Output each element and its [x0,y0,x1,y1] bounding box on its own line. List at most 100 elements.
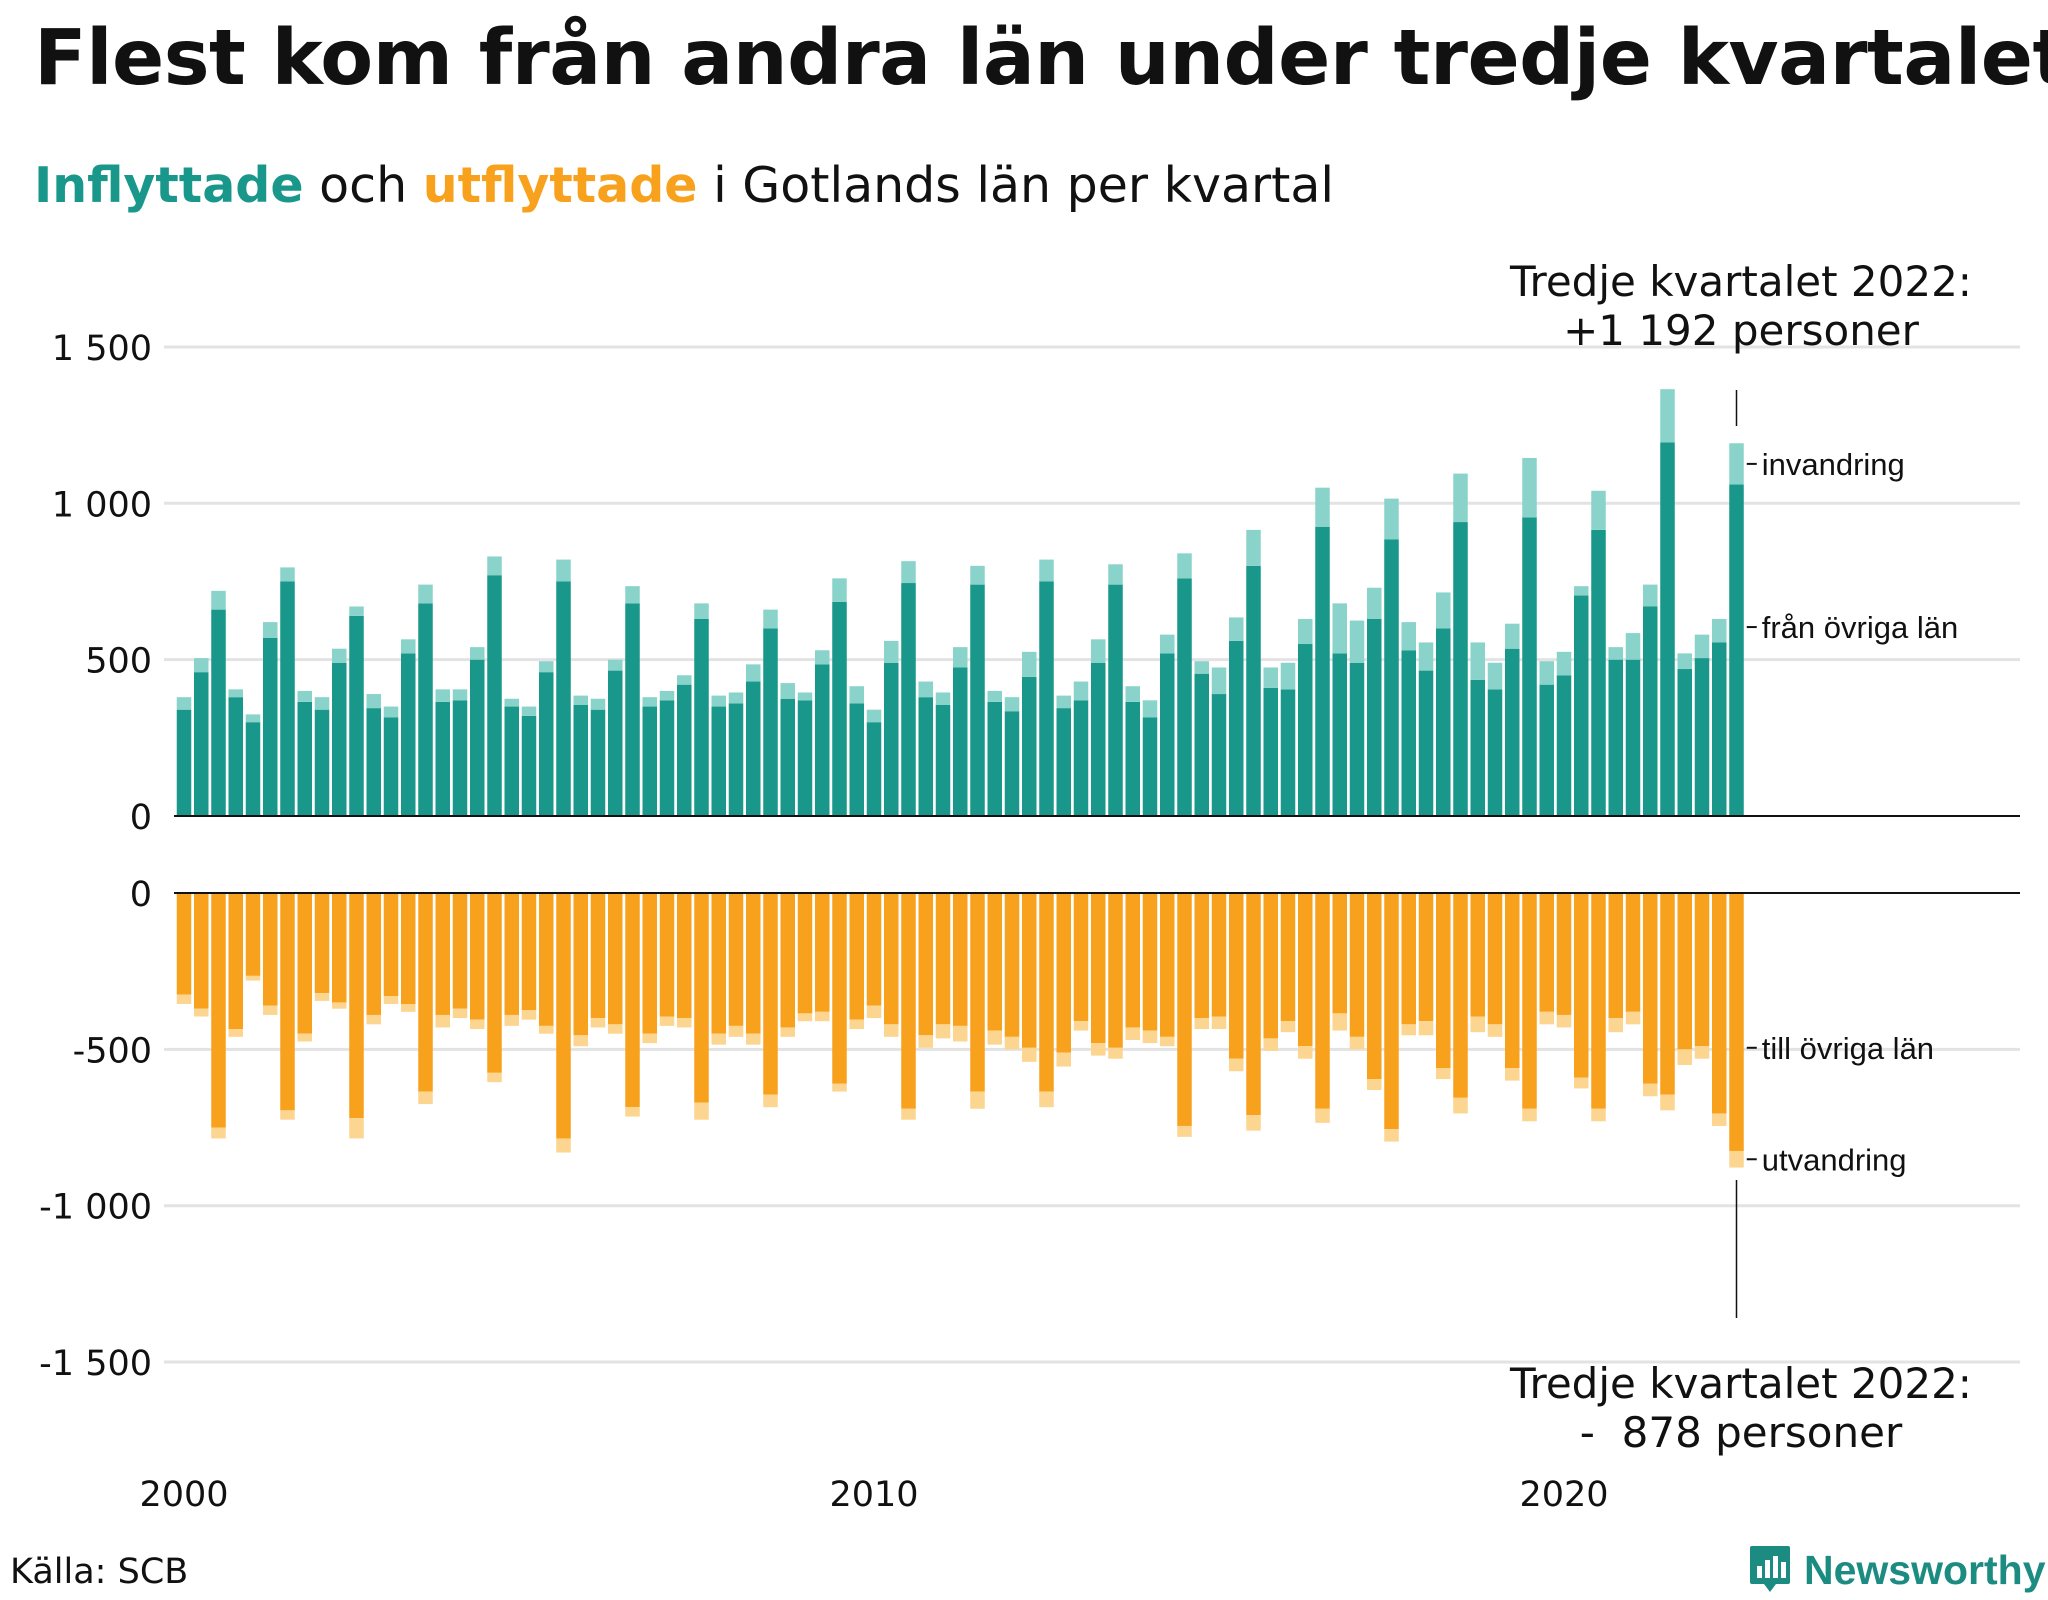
bar-fran-ovriga-lan [176,709,192,816]
y-tick-label-top: 1 000 [52,485,152,525]
bar-fran-ovriga-lan [866,722,882,816]
bar-fran-ovriga-lan [470,659,485,816]
bar-till-ovriga-lan [1332,893,1347,1014]
bar-utvandring [780,1027,795,1037]
bar-invandring [176,697,192,710]
bar-invandring [1073,681,1089,701]
bar-fran-ovriga-lan [1522,517,1537,816]
bar-fran-ovriga-lan [556,581,571,816]
y-tick-label-bottom: -1 500 [39,1344,152,1384]
bar-invandring [1539,661,1554,685]
bar-utvandring [1591,1108,1606,1122]
bar-till-ovriga-lan [383,893,399,997]
bar-invandring [1263,667,1278,688]
bar-invandring [1246,529,1261,566]
bar-invandring [1660,389,1675,443]
bar-invandring [1712,618,1727,643]
bar-till-ovriga-lan [918,893,933,1036]
page-title: Flest kom från andra län under tredje kv… [34,14,2048,103]
bar-till-ovriga-lan [1418,893,1434,1022]
bar-fran-ovriga-lan [1608,659,1623,816]
bar-fran-ovriga-lan [383,717,399,816]
bar-till-ovriga-lan [297,893,312,1034]
bar-utvandring [1177,1125,1192,1137]
bar-fran-ovriga-lan [694,618,709,816]
bar-utvandring [970,1091,985,1109]
bar-utvandring [1263,1038,1278,1051]
bar-invandring [314,697,330,710]
bar-invandring [1625,633,1641,660]
bar-till-ovriga-lan [1194,893,1209,1019]
bar-fran-ovriga-lan [1625,659,1641,816]
bar-fran-ovriga-lan [1211,694,1227,816]
bar-utvandring [314,993,330,1001]
bar-till-ovriga-lan [1229,893,1244,1059]
bar-invandring [659,690,675,701]
bar-invandring [1574,586,1589,596]
label-utvandring: utvandring [1762,1142,1907,1177]
annotations: Tredje kvartalet 2022:+1 192 personerTre… [1509,257,1972,1457]
bar-utvandring [1522,1108,1537,1122]
bar-till-ovriga-lan [1729,893,1744,1151]
bar-fran-ovriga-lan [1556,675,1572,816]
bar-utvandring [418,1091,433,1105]
bar-fran-ovriga-lan [1436,628,1451,816]
bar-utvandring [1505,1068,1520,1081]
bar-till-ovriga-lan [1091,893,1106,1044]
bar-till-ovriga-lan [211,893,226,1128]
bar-invandring [1418,642,1434,671]
bar-till-ovriga-lan [1522,893,1537,1109]
bar-utvandring [245,975,261,981]
bar-fran-ovriga-lan [211,609,226,816]
bar-fran-ovriga-lan [1142,717,1158,816]
bar-utvandring [935,1024,951,1039]
bar-till-ovriga-lan [1315,893,1330,1109]
bar-invandring [1315,487,1330,527]
bar-utvandring [953,1025,968,1042]
bar-invandring [418,584,433,604]
bar-fran-ovriga-lan [573,704,588,816]
bar-till-ovriga-lan [1298,893,1313,1047]
bar-till-ovriga-lan [866,893,882,1006]
x-tick-label: 2020 [1519,1475,1608,1515]
bar-till-ovriga-lan [1660,893,1675,1095]
bar-utvandring [383,996,399,1005]
axes [174,815,2020,894]
annotation-top-line2: +1 192 personer [1563,306,1920,355]
bar-till-ovriga-lan [1211,893,1227,1017]
bar-utvandring [746,1033,761,1045]
bar-utvandring [452,1008,468,1019]
bar-till-ovriga-lan [935,893,951,1025]
bar-fran-ovriga-lan [815,664,830,816]
series-labels: invandring från övriga län till övriga län… [1746,447,1958,1177]
bar-utvandring [504,1014,519,1026]
bar-fran-ovriga-lan [728,703,744,816]
bar-utvandring [1160,1036,1175,1047]
bar-till-ovriga-lan [797,893,813,1014]
bar-fran-ovriga-lan [487,575,502,816]
bar-utvandring [1125,1027,1140,1040]
bar-invandring [280,567,295,582]
bar-fran-ovriga-lan [1229,640,1244,816]
bar-fran-ovriga-lan [970,584,985,816]
bar-fran-ovriga-lan [1401,650,1416,816]
bar-utvandring [1004,1036,1020,1050]
bar-till-ovriga-lan [470,893,485,1020]
bar-utvandring [1643,1083,1658,1097]
bar-invandring [1729,443,1744,485]
bar-fran-ovriga-lan [1660,442,1675,816]
bar-fran-ovriga-lan [1091,662,1106,816]
bar-till-ovriga-lan [504,893,519,1015]
bar-fran-ovriga-lan [435,701,450,816]
bar-till-ovriga-lan [1436,893,1451,1069]
bar-till-ovriga-lan [1280,893,1296,1022]
bar-invandring [590,698,606,710]
bar-utvandring [728,1025,744,1037]
bar-fran-ovriga-lan [1384,539,1399,816]
bar-invandring [970,565,985,585]
bar-utvandring [1022,1047,1037,1062]
bar-fran-ovriga-lan [280,581,295,816]
bar-fran-ovriga-lan [332,662,347,816]
subtitle-rest: i Gotlands län per kvartal [697,157,1335,214]
